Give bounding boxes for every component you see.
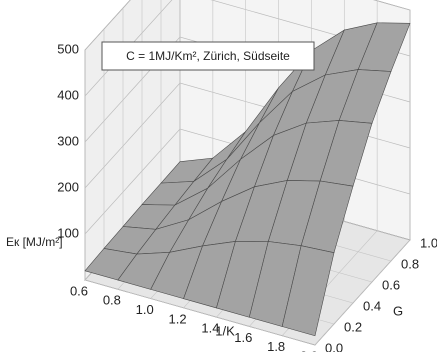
y-tick-label: 0.4 <box>363 298 381 313</box>
z-tick-label: 200 <box>57 179 79 194</box>
surface <box>84 22 411 337</box>
y-axis-label: G <box>393 303 403 318</box>
x-tick-label: 1.2 <box>169 311 187 326</box>
annotation-box <box>101 41 315 71</box>
y-tick-label: 1.0 <box>420 235 437 250</box>
y-tick-label: 0.2 <box>344 319 362 334</box>
x-tick-label: 1.0 <box>136 302 154 317</box>
z-tick-label: 400 <box>57 87 79 102</box>
grid-line <box>84 0 411 51</box>
y-tick-label: 0.8 <box>401 256 419 271</box>
x-tick-label: 0.6 <box>70 283 88 298</box>
z-tick-label: 100 <box>57 225 79 240</box>
x-tick-label: 1.8 <box>267 339 285 352</box>
x-tick-label: 1.4 <box>201 321 219 336</box>
x-tick-label: 0.8 <box>103 293 121 308</box>
x-tick-label: 1.6 <box>234 330 252 345</box>
x-axis-label: 1/K <box>215 323 235 338</box>
z-tick-label: 300 <box>57 133 79 148</box>
z-tick-label: 500 <box>57 41 79 56</box>
z-axis-label: Eк [MJ/m²] <box>6 235 63 249</box>
annotation: C = 1MJ/Km², Zürich, Südseite <box>126 49 290 63</box>
x-tick-label: 2.0 <box>300 348 318 352</box>
grid-line <box>84 50 316 346</box>
labels: 1002003004005000.60.81.01.21.41.61.82.00… <box>57 41 437 352</box>
y-tick-label: 0.0 <box>325 340 343 352</box>
y-tick-label: 0.6 <box>382 277 400 292</box>
surface-cell <box>281 245 335 337</box>
